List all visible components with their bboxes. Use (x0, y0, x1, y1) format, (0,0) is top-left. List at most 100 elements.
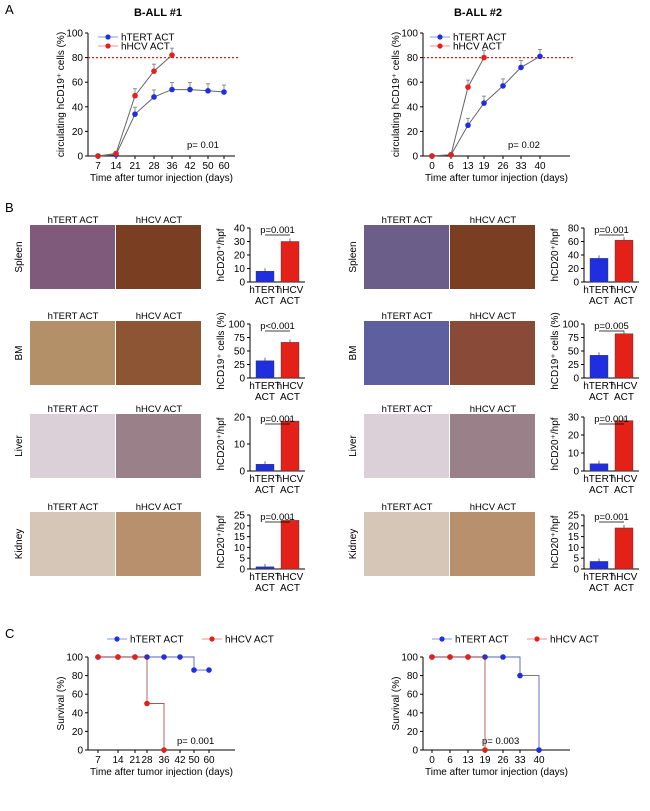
data-point (151, 68, 157, 74)
data-point (169, 52, 175, 58)
image-label: hHCV ACT (470, 502, 517, 513)
image-label: hHCV ACT (136, 404, 183, 415)
p-value: p=0.001 (260, 414, 295, 425)
y-axis-label: hCD20⁺/hpf (216, 417, 227, 470)
data-point (482, 747, 488, 753)
histology-image (450, 225, 535, 289)
legend-label: hTERT ACT (130, 635, 184, 646)
bar (280, 420, 300, 472)
x-tick-label: 36 (166, 161, 178, 172)
p-value: p=0.001 (260, 512, 295, 523)
data-point (481, 100, 487, 106)
x-tick-label: ACT (280, 485, 300, 496)
p-value: p=0.001 (594, 512, 629, 523)
x-tick-label: ACT (614, 485, 634, 496)
y-tick-label: 15 (234, 532, 246, 543)
y-axis-label: Survival (%) (391, 677, 402, 731)
y-axis-label: hCD20⁺/hpf (550, 228, 561, 281)
y-tick-label: 20 (234, 251, 246, 262)
x-tick-label: ACT (280, 392, 300, 403)
y-axis-label: Survival (%) (56, 677, 67, 731)
y-tick-label: 50 (234, 347, 246, 358)
data-point (518, 64, 524, 71)
x-tick-label: 7 (95, 755, 101, 766)
x-tick-label: hHCV (611, 572, 638, 583)
x-axis-label: Time after tumor injection (days) (425, 767, 568, 778)
organ-label: Kidney (348, 529, 359, 560)
series-line (97, 54, 173, 157)
x-tick-label: hTERT (583, 474, 615, 485)
image-label: hTERT ACT (382, 404, 433, 415)
y-tick-label: 0 (239, 374, 245, 385)
data-point (132, 111, 138, 117)
bar (589, 561, 609, 570)
y-tick-label: 15 (568, 532, 580, 543)
y-tick-label: 30 (568, 413, 580, 424)
x-tick-label: 28 (141, 755, 153, 766)
x-tick-label: ACT (589, 485, 609, 496)
legend-label: hHCV ACT (121, 42, 170, 53)
image-label: hTERT ACT (48, 215, 99, 226)
data-point (500, 83, 506, 89)
x-tick-label: ACT (280, 583, 300, 594)
p-value: p= 0.01 (187, 140, 219, 151)
bar (255, 271, 275, 283)
y-tick-label: 0 (77, 152, 83, 163)
data-point (177, 654, 183, 660)
bar (589, 258, 609, 283)
data-point (536, 747, 542, 753)
y-tick-label: 20 (407, 727, 419, 738)
bar (280, 520, 300, 570)
histology-image (116, 414, 201, 478)
x-tick-label: hTERT (249, 381, 281, 392)
data-point (95, 654, 101, 660)
bar (614, 527, 634, 570)
x-tick-label: 42 (184, 161, 196, 172)
y-axis-label: hCD20⁺/hpf (550, 417, 561, 470)
y-tick-label: 25 (234, 360, 246, 371)
chart-title: B-ALL #2 (454, 7, 502, 19)
organ-label: BM (14, 346, 25, 361)
legend-label: hTERT ACT (455, 635, 509, 646)
x-tick-label: 26 (497, 755, 509, 766)
y-tick-label: 0 (412, 152, 418, 163)
data-point (448, 151, 454, 158)
legend-marker (105, 43, 111, 49)
histology-image (30, 512, 115, 576)
x-tick-label: 36 (158, 755, 170, 766)
histology-image (364, 225, 449, 289)
data-point (221, 89, 227, 95)
y-tick-label: 25 (568, 360, 580, 371)
image-label: hTERT ACT (48, 502, 99, 513)
organ-label: Spleen (348, 241, 359, 272)
p-value: p<0.001 (260, 321, 295, 332)
data-point (481, 54, 487, 61)
x-tick-label: ACT (589, 392, 609, 403)
data-point (429, 153, 435, 159)
y-tick-label: 5 (239, 554, 245, 565)
legend-marker (114, 636, 120, 642)
y-tick-label: 75 (568, 333, 580, 344)
data-point (465, 84, 471, 90)
bar (589, 355, 609, 379)
x-tick-label: 33 (514, 755, 526, 766)
legend-label: hTERT ACT (121, 33, 175, 44)
bar (614, 333, 634, 379)
y-tick-label: 20 (72, 727, 84, 738)
x-tick-label: hHCV (277, 572, 304, 583)
y-tick-label: 40 (234, 224, 246, 235)
chart-title: B-ALL #1 (134, 7, 182, 19)
series-line (432, 656, 486, 750)
x-tick-label: 19 (478, 161, 490, 172)
histology-image (450, 321, 535, 385)
x-tick-label: hTERT (249, 572, 281, 583)
x-tick-label: hHCV (611, 285, 638, 296)
bar (280, 342, 300, 379)
image-label: hHCV ACT (136, 502, 183, 513)
y-tick-label: 80 (407, 671, 419, 682)
x-tick-label: ACT (589, 296, 609, 307)
bar (589, 463, 609, 472)
legend-label: hHCV ACT (550, 635, 599, 646)
histology-image (116, 321, 201, 385)
